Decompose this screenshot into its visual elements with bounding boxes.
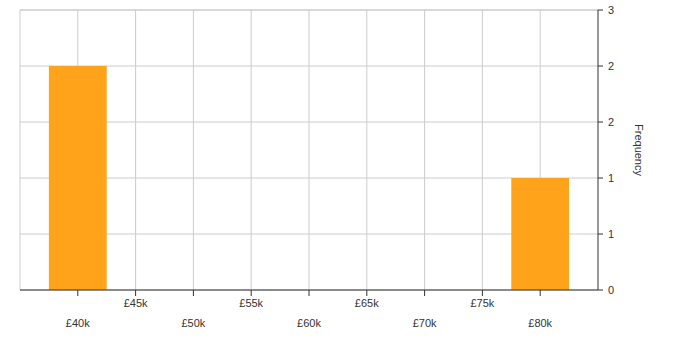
y-tick-label: 2	[608, 116, 614, 128]
x-tick	[366, 290, 367, 296]
chart: £40k £45k £50k £55k £60k £65k £70k £75k £80k 0 1 1 2…	[0, 0, 700, 350]
x-tick-label: £65k	[355, 297, 379, 309]
x-tick-label: £70k	[413, 317, 437, 329]
y-tick	[598, 178, 603, 179]
x-grid-line	[193, 10, 194, 290]
x-grid-line	[366, 10, 367, 290]
bars	[49, 66, 569, 290]
x-tick-label: £60k	[297, 317, 321, 329]
x-tick	[193, 290, 194, 296]
x-grid-line	[135, 10, 136, 290]
x-tick	[77, 290, 78, 296]
y-axis-label: Frequency	[633, 124, 645, 176]
y-tick	[598, 122, 603, 123]
y-tick-label: 3	[608, 4, 614, 16]
y-tick-label: 0	[608, 284, 614, 296]
y-axis	[598, 10, 599, 290]
x-tick	[424, 290, 425, 296]
y-tick-label: 1	[608, 172, 614, 184]
x-tick-label: £45k	[124, 297, 148, 309]
bar	[49, 66, 107, 290]
x-tick-label: £50k	[181, 317, 205, 329]
y-tick	[598, 290, 603, 291]
x-tick	[135, 290, 136, 296]
y-tick	[598, 66, 603, 67]
x-tick	[309, 290, 310, 296]
y-tick-label: 1	[608, 228, 614, 240]
x-tick-label: £55k	[239, 297, 263, 309]
x-tick-label: £75k	[470, 297, 494, 309]
x-tick	[251, 290, 252, 296]
x-tick	[482, 290, 483, 296]
y-tick	[598, 10, 603, 11]
frame-top	[20, 10, 598, 11]
x-grid-line	[251, 10, 252, 290]
x-grid-line	[309, 10, 310, 290]
y-tick-label: 2	[608, 60, 614, 72]
x-tick-label: £40k	[66, 317, 90, 329]
bar	[511, 178, 569, 290]
frame-left	[20, 10, 21, 290]
y-tick	[598, 234, 603, 235]
x-grid-line	[482, 10, 483, 290]
x-tick	[540, 290, 541, 296]
y-grid-line	[20, 10, 598, 11]
x-tick-label: £80k	[528, 317, 552, 329]
x-grid-line	[424, 10, 425, 290]
